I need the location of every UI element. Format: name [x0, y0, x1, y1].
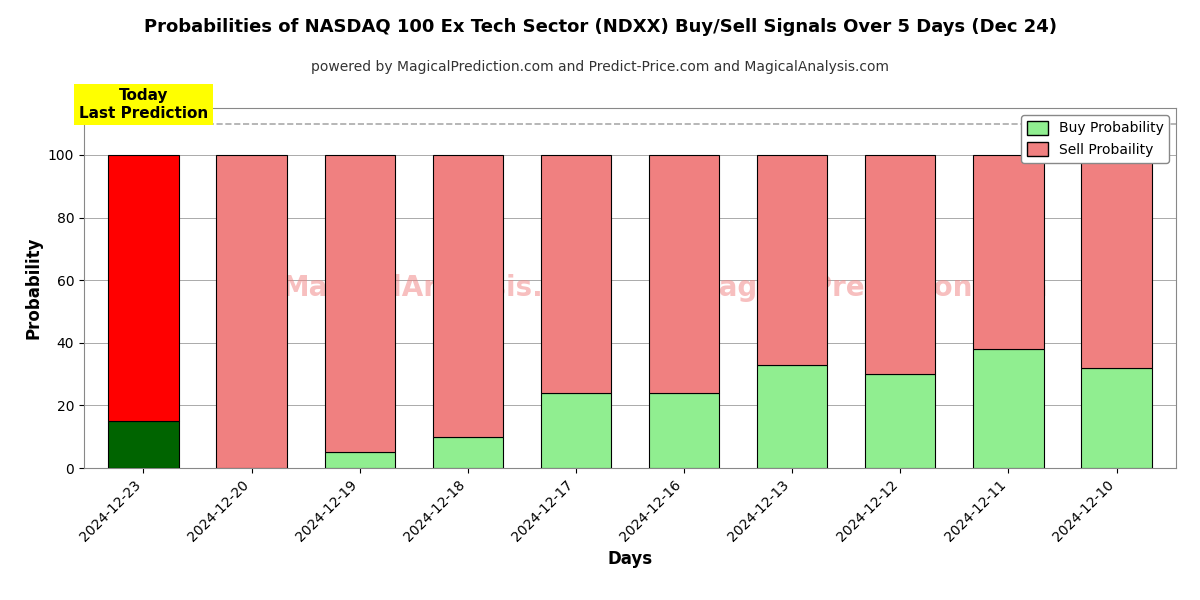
Bar	[324, 155, 395, 452]
Text: Today
Last Prediction: Today Last Prediction	[79, 88, 208, 121]
Bar	[865, 374, 936, 468]
Y-axis label: Probability: Probability	[24, 237, 42, 339]
Bar	[541, 393, 611, 468]
Bar	[108, 421, 179, 468]
Bar	[1081, 368, 1152, 468]
Bar	[973, 349, 1044, 468]
Bar	[649, 155, 719, 393]
Text: Probabilities of NASDAQ 100 Ex Tech Sector (NDXX) Buy/Sell Signals Over 5 Days (: Probabilities of NASDAQ 100 Ex Tech Sect…	[144, 18, 1056, 36]
Bar	[433, 155, 503, 437]
Bar	[1081, 155, 1152, 368]
Bar	[541, 155, 611, 393]
Bar	[757, 365, 827, 468]
Bar	[216, 155, 287, 468]
Bar	[108, 155, 179, 421]
Bar	[973, 155, 1044, 349]
Bar	[865, 155, 936, 374]
X-axis label: Days: Days	[607, 550, 653, 568]
Bar	[757, 155, 827, 365]
Bar	[649, 393, 719, 468]
Text: MagicalAnalysis.com: MagicalAnalysis.com	[281, 274, 607, 302]
Legend: Buy Probability, Sell Probaility: Buy Probability, Sell Probaility	[1021, 115, 1169, 163]
Text: powered by MagicalPrediction.com and Predict-Price.com and MagicalAnalysis.com: powered by MagicalPrediction.com and Pre…	[311, 60, 889, 74]
Text: MagicalPrediction.com: MagicalPrediction.com	[692, 274, 1049, 302]
Bar	[433, 437, 503, 468]
Bar	[324, 452, 395, 468]
